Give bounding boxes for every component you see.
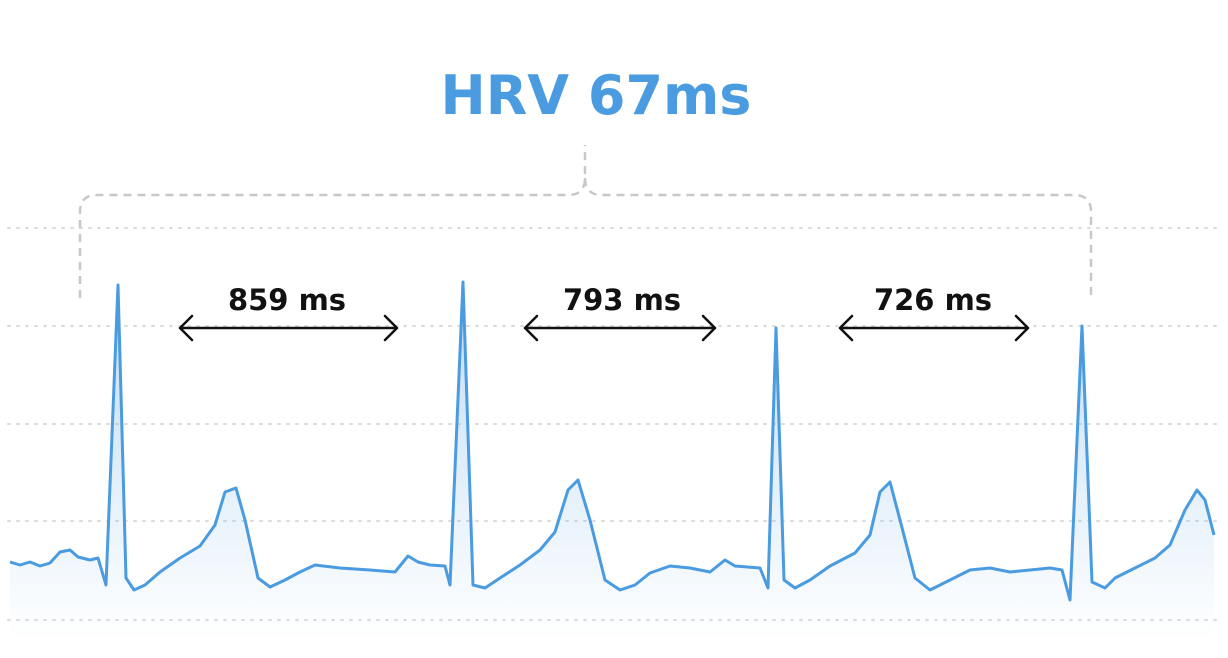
bracket <box>78 145 1093 298</box>
interval-label: 793 ms <box>563 283 681 317</box>
hrv-title: HRV 67ms <box>441 64 752 127</box>
ecg-line <box>9 280 1216 602</box>
interval: 793 ms <box>523 283 717 342</box>
interval: 859 ms <box>178 283 399 342</box>
ecg-area <box>10 282 1214 640</box>
interval-label: 859 ms <box>228 283 346 317</box>
interval-arrow <box>523 314 717 342</box>
interval-label: 726 ms <box>874 283 992 317</box>
interval-arrow <box>838 314 1030 342</box>
interval-arrow <box>178 314 399 342</box>
interval: 726 ms <box>838 283 1030 342</box>
